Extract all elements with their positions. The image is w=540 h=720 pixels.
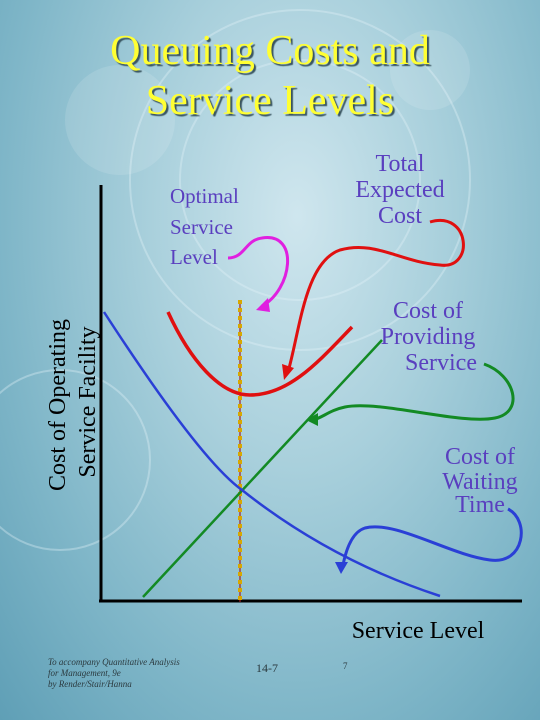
providing-service-label: Cost of Providing Service <box>381 298 477 376</box>
footer-citation: To accompany Quantitative Analysis for M… <box>48 657 180 689</box>
y-axis-label: Cost of Operating Service Facility <box>45 313 101 491</box>
waiting-time-label: Cost of Waiting Time <box>442 444 517 518</box>
svg-text:Providing: Providing <box>381 324 476 350</box>
optimal-connector <box>227 236 289 308</box>
providing-arrow-head <box>306 413 318 426</box>
footer-page-code: 14-7 <box>256 661 278 675</box>
svg-text:Cost of: Cost of <box>393 298 463 324</box>
title-line-1: Queuing Costs and <box>110 28 430 74</box>
total-connector <box>286 218 465 373</box>
optimal-service-level-label: Optimal Service Level <box>170 184 239 269</box>
total-cost-curve <box>166 311 354 397</box>
svg-text:Cost of: Cost of <box>445 444 515 470</box>
svg-text:Time: Time <box>455 492 505 518</box>
total-arrow-head <box>282 364 294 380</box>
svg-text:Level: Level <box>170 245 218 269</box>
waiting-connector <box>341 507 523 566</box>
svg-text:Optimal: Optimal <box>170 184 239 208</box>
footer-slide-number: 7 <box>343 661 348 671</box>
x-axis-label: Service Level <box>352 618 485 644</box>
waiting-cost-curve <box>102 311 441 598</box>
waiting-arrow-head <box>335 562 348 574</box>
title-line-2: Service Levels <box>145 78 395 124</box>
svg-text:Service: Service <box>170 215 233 239</box>
svg-text:Expected: Expected <box>355 177 444 203</box>
total-expected-cost-label: Total Expected Cost <box>355 151 444 229</box>
page-title: Queuing Costs and Service Levels <box>0 26 540 126</box>
svg-text:Cost: Cost <box>378 203 422 229</box>
svg-text:Total: Total <box>376 151 425 177</box>
optimal-arrow-head <box>256 298 270 312</box>
svg-text:Service: Service <box>405 350 477 376</box>
providing-connector <box>312 362 515 422</box>
svg-text:Waiting: Waiting <box>442 469 517 495</box>
providing-cost-curve <box>142 339 383 598</box>
